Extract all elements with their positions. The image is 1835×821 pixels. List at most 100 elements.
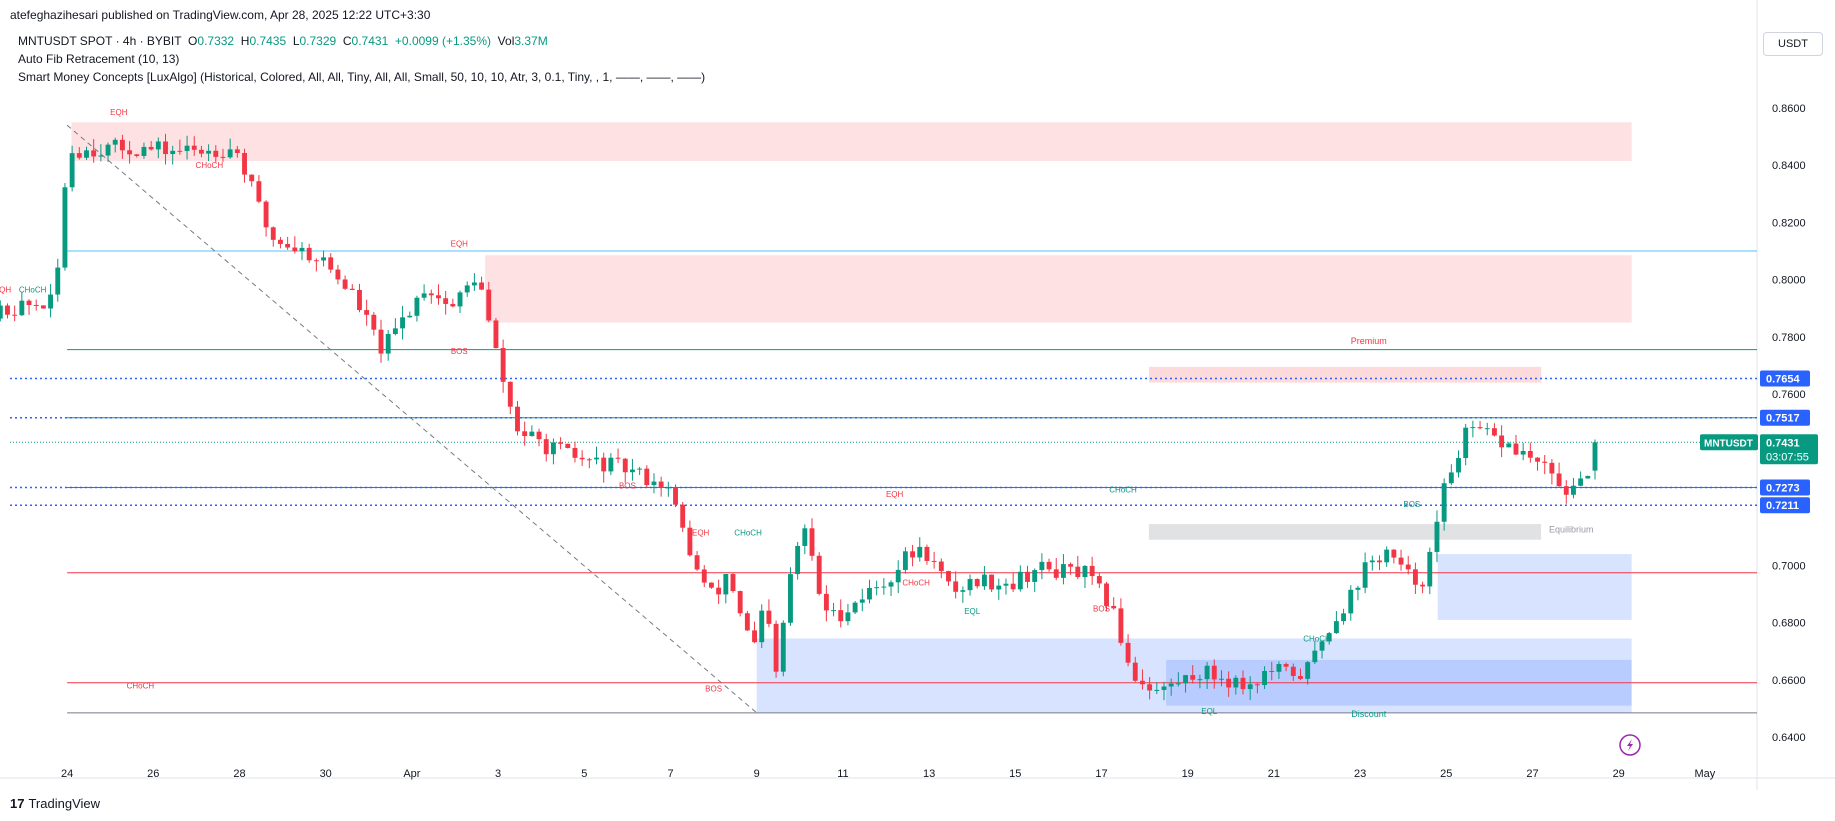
candle [845, 603, 851, 626]
high-value: 0.7435 [249, 34, 287, 48]
tradingview-logo-icon: 17 [10, 796, 25, 811]
price-tag: 0.7211 [1760, 497, 1810, 514]
candle [701, 565, 707, 588]
candle [608, 453, 614, 476]
price-tag: 0.7654 [1760, 370, 1810, 387]
structure-label: CHoCH [734, 529, 762, 538]
x-axis-tick-label: 5 [581, 768, 587, 780]
x-axis-tick-label: 27 [1526, 768, 1538, 780]
candle [536, 428, 542, 447]
candle [234, 146, 240, 158]
candle [26, 299, 32, 315]
candle [1211, 659, 1217, 689]
candle [328, 253, 334, 273]
candle [967, 574, 973, 596]
candle [1032, 568, 1038, 593]
candle [773, 620, 779, 678]
candle [1556, 462, 1562, 487]
candle [170, 145, 176, 165]
candle [1075, 555, 1081, 580]
candle [680, 501, 686, 533]
candle [1025, 565, 1030, 588]
x-axis-tick-label: 7 [667, 768, 673, 780]
candle [40, 305, 46, 309]
candle [1118, 598, 1124, 646]
candle [1046, 558, 1052, 572]
candle [594, 446, 599, 465]
x-axis-tick-label: 21 [1268, 768, 1280, 780]
candle [191, 136, 197, 156]
lightning-icon[interactable] [1619, 734, 1641, 756]
candle [780, 620, 786, 677]
candle [371, 312, 377, 336]
candle [500, 339, 506, 393]
structure-label: CHoCH [1109, 486, 1137, 495]
candle [141, 142, 147, 159]
candle [1362, 552, 1368, 594]
x-axis-tick-label: 3 [495, 768, 501, 780]
smc-indicator-legend[interactable]: Smart Money Concepts [LuxAlgo] (Historic… [18, 70, 706, 84]
candle [1319, 640, 1325, 659]
candle [12, 305, 18, 322]
candle [1039, 553, 1045, 580]
candle [550, 438, 556, 465]
candle [5, 303, 10, 319]
candle [242, 148, 247, 183]
candle [1305, 661, 1311, 685]
candle [98, 144, 104, 162]
candle [256, 175, 262, 204]
candle [184, 135, 190, 160]
svg-text:03:07:55: 03:07:55 [1766, 451, 1809, 463]
candle [1132, 656, 1138, 682]
candle [1427, 547, 1433, 595]
svg-text:0.7431: 0.7431 [1766, 437, 1800, 449]
fib-indicator-legend[interactable]: Auto Fib Retracement (10, 13) [18, 52, 180, 66]
structure-label: CHoCH [1303, 634, 1331, 643]
candle [385, 330, 391, 361]
candle [888, 580, 894, 596]
structure-label: CHoCH [19, 285, 47, 294]
candle [69, 145, 75, 192]
candle [400, 305, 406, 340]
price-chart[interactable]: EQH CHoCH EQH CHoCH EQH BOS BOS EQH CHoCH BOS EQH C… [0, 0, 1835, 795]
candle [299, 242, 305, 261]
candle [579, 450, 585, 466]
candle [1219, 670, 1224, 687]
candle [981, 566, 987, 590]
candle [802, 524, 808, 555]
candle [493, 318, 499, 349]
candle [349, 284, 355, 291]
candle [529, 425, 535, 437]
low-label: L [292, 34, 300, 48]
tradingview-footer: 17 TradingView [10, 796, 100, 811]
candle [76, 147, 82, 160]
candle [443, 290, 449, 315]
candle [321, 250, 326, 267]
candle [629, 459, 635, 481]
price-tag: 0.7273 [1760, 479, 1810, 496]
candle [788, 567, 793, 626]
candle [1326, 632, 1332, 645]
price-tag: 0.7517 [1760, 409, 1810, 426]
candle [407, 311, 413, 318]
candle [1377, 555, 1382, 571]
candle [1290, 663, 1296, 681]
x-axis-tick-label: 24 [61, 768, 73, 780]
candle [737, 590, 743, 617]
candle [55, 258, 61, 302]
close-value: 0.7431 [351, 34, 389, 48]
candle [270, 226, 276, 247]
currency-button[interactable]: USDT [1763, 32, 1823, 56]
candle [486, 281, 492, 323]
candle [1233, 675, 1239, 695]
candle [716, 579, 722, 605]
candle [543, 433, 549, 462]
candle [62, 182, 68, 271]
symbol-info[interactable]: MNTUSDT SPOT · 4h · BYBIT [18, 34, 182, 48]
candle [1161, 681, 1167, 701]
x-axis-tick-label: 9 [754, 768, 760, 780]
candle [795, 541, 801, 580]
candle [1491, 423, 1497, 437]
candle [134, 154, 140, 158]
change-value: +0.0099 (+1.35%) [394, 34, 491, 48]
